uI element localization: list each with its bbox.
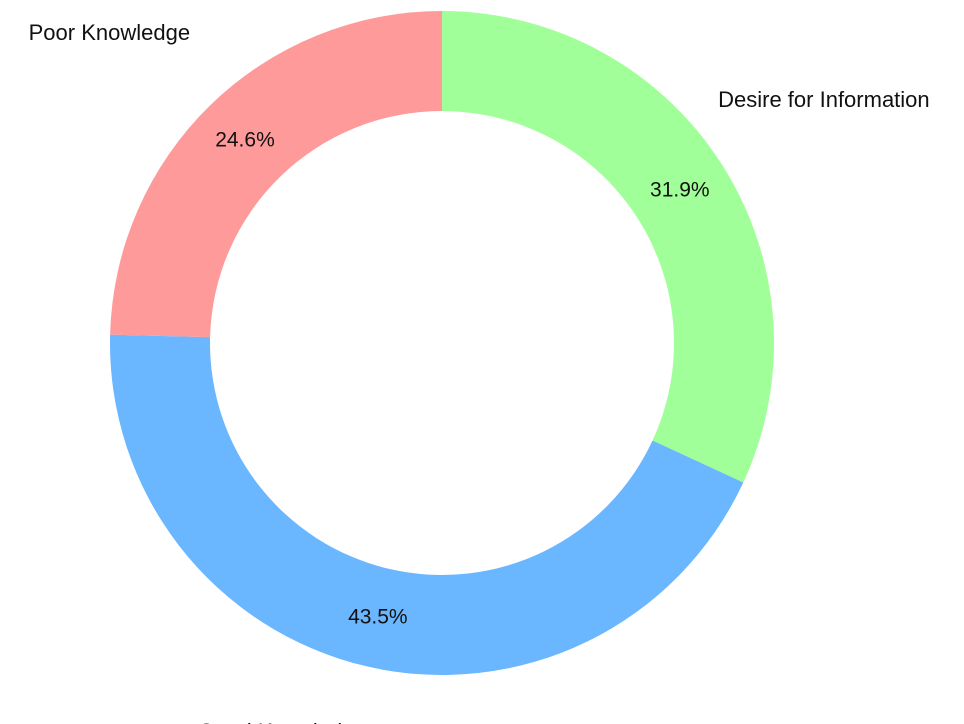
donut-slice [442,11,774,483]
percent-label: 24.6% [215,129,275,152]
donut-slice [110,11,442,338]
percent-label: 31.9% [650,179,710,202]
donut-slice [109,334,744,676]
slice-label: Desire for Information [718,87,930,112]
slice-label: Good Knowledge [198,719,367,724]
percent-label: 43.5% [348,605,408,628]
slice-label: Poor Knowledge [29,20,190,45]
